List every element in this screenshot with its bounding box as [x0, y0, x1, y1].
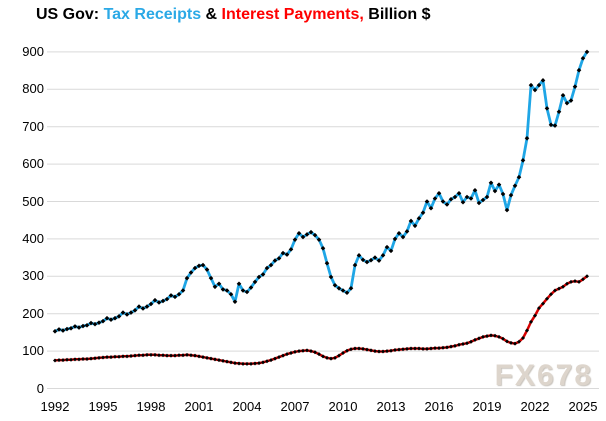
x-axis-label: 2022 [520, 399, 550, 414]
y-axis-label: 0 [36, 380, 44, 396]
gridlines [47, 51, 599, 389]
title-tax-receipts: Tax Receipts [103, 6, 202, 23]
tax-receipts-line [53, 50, 589, 333]
x-axis-label: 2013 [376, 399, 406, 414]
x-axis-label: 1995 [88, 399, 118, 414]
x-axis-label: 2004 [232, 399, 262, 414]
y-axis-label: 300 [22, 268, 44, 284]
data-series [52, 49, 590, 366]
title-prefix: US Gov: [36, 6, 104, 23]
fx678-watermark: FX678 [494, 359, 593, 392]
y-axis-label: 500 [22, 193, 44, 209]
x-axis-label: 1992 [40, 399, 70, 414]
title-ampersand: & [201, 6, 222, 23]
x-axis-label: 2010 [328, 399, 358, 414]
x-axis-label: 2001 [184, 399, 214, 414]
y-axis-label: 800 [22, 81, 44, 97]
interest-payments-markers [53, 274, 589, 366]
y-axis-label: 100 [22, 343, 44, 359]
y-axis-label: 900 [22, 43, 44, 59]
x-axis-label: 2025 [568, 399, 598, 414]
title-suffix: Billion $ [363, 6, 431, 23]
y-axis-label: 700 [22, 118, 44, 134]
title-interest-payments: Interest Payments, [221, 6, 364, 23]
chart-title: US Gov: Tax Receipts & Interest Payments… [36, 6, 431, 24]
x-axis-label: 2016 [424, 399, 454, 414]
x-axis-label: 2007 [280, 399, 310, 414]
y-axis-label: 600 [22, 156, 44, 172]
y-axis-label: 400 [22, 230, 44, 246]
tax-receipts-markers [52, 49, 590, 334]
x-axis-label: 2019 [472, 399, 502, 414]
y-axis-label: 200 [22, 305, 44, 321]
x-axis-label: 1998 [136, 399, 166, 414]
